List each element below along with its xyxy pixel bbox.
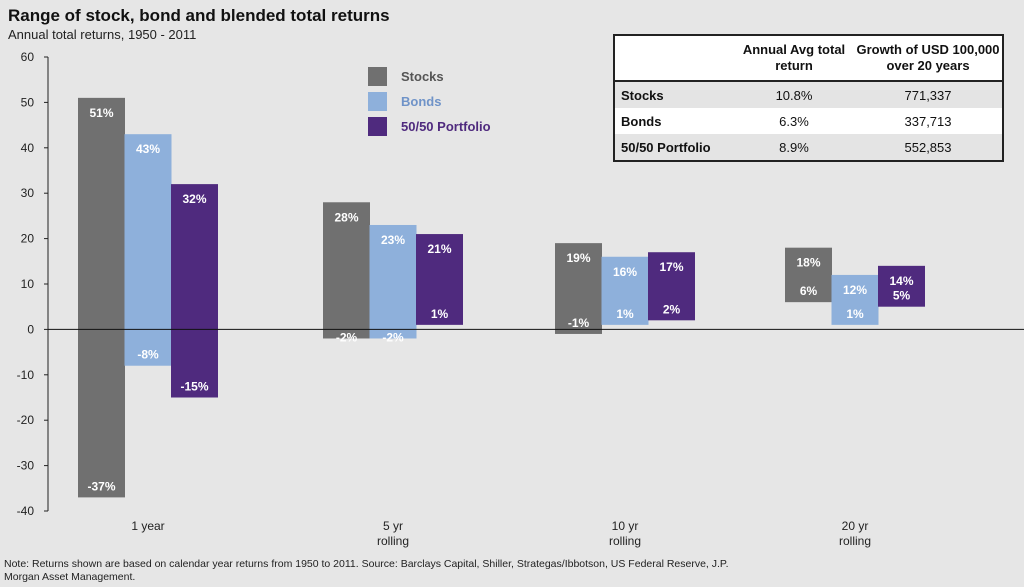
chart-subtitle: Annual total returns, 1950 - 2011 xyxy=(8,27,197,42)
bar-max-label: 12% xyxy=(843,283,867,297)
table-row-name: 50/50 Portfolio xyxy=(614,134,734,161)
bar-min-label: -37% xyxy=(87,479,115,493)
x-category-label: 5 yr xyxy=(383,519,403,533)
y-tick-label: -20 xyxy=(17,413,35,427)
table-cell-growth: 337,713 xyxy=(904,113,952,129)
table-cell-avg: 10.8% xyxy=(734,81,854,108)
bar-portfolio xyxy=(171,184,218,398)
y-tick-label: -30 xyxy=(17,459,35,473)
bar-min-label: -1% xyxy=(568,316,590,330)
bar-labels-group: 51% -37% 28% -2% 19% -1% 18% 6% 43% -8% 23% -2% 16% 1… xyxy=(87,106,913,494)
table-cell-growth: 552,853 xyxy=(854,134,1003,161)
bar-min-label: -15% xyxy=(180,380,208,394)
table-row: Bonds 6.3% 337,713 xyxy=(614,108,1003,134)
x-category-label: rolling xyxy=(839,534,871,548)
bar-min-label: 5% xyxy=(893,289,911,303)
bar-min-label: 1% xyxy=(846,307,864,321)
x-category-label: 10 yr xyxy=(612,519,639,533)
bar-max-label: 17% xyxy=(659,260,683,274)
table-header-row: Annual Avg total return Growth of USD 10… xyxy=(614,35,1003,82)
bar-min-label: -8% xyxy=(137,348,159,362)
table-row-name: Stocks xyxy=(614,81,734,108)
x-category-label: rolling xyxy=(377,534,409,548)
bar-max-label: 23% xyxy=(381,233,405,247)
table-cell-avg: 8.9% xyxy=(734,134,854,161)
table-cell-growth: 771,337 xyxy=(854,81,1003,108)
bar-min-label: 1% xyxy=(431,307,449,321)
y-tick-label: 20 xyxy=(21,232,35,246)
legend-item-portfolio: 50/50 Portfolio xyxy=(368,114,491,138)
bar-max-label: 21% xyxy=(427,242,451,256)
table-cell-avg: 6.3% xyxy=(779,113,809,129)
bar-bonds xyxy=(601,256,649,325)
y-tick-label: 40 xyxy=(21,141,35,155)
bar-min-label: 1% xyxy=(616,307,634,321)
bar-max-label: 16% xyxy=(613,265,637,279)
y-tick-label: -10 xyxy=(17,368,35,382)
x-category-label: 20 yr xyxy=(842,519,869,533)
bar-max-label: 51% xyxy=(89,106,113,120)
bars-group xyxy=(48,97,1024,498)
legend-swatch-portfolio xyxy=(368,116,387,136)
bar-portfolio xyxy=(416,234,463,325)
y-tick-label: 50 xyxy=(21,95,35,109)
bar-max-label: 28% xyxy=(334,210,358,224)
x-category-label: rolling xyxy=(609,534,641,548)
y-tick-label: 10 xyxy=(21,277,35,291)
legend-item-stocks: Stocks xyxy=(368,64,491,88)
y-tick-label: -40 xyxy=(17,504,35,518)
bar-portfolio xyxy=(878,265,925,307)
bar-stocks xyxy=(78,97,125,498)
table-row: 50/50 Portfolio 8.9% 552,853 xyxy=(614,134,1003,161)
bar-portfolio xyxy=(648,252,695,321)
bar-stocks xyxy=(785,247,832,303)
legend-label-portfolio: 50/50 Portfolio xyxy=(401,118,491,134)
legend: Stocks Bonds 50/50 Portfolio xyxy=(368,64,491,139)
table-header-blank xyxy=(614,35,734,82)
y-axis: -40 -30 -20 -10 0 10 20 30 40 50 60 xyxy=(17,50,49,518)
bar-stocks xyxy=(323,202,370,339)
bar-max-label: 18% xyxy=(796,256,820,270)
table-header-annual-avg: Annual Avg total return xyxy=(734,35,854,82)
bar-min-label: 6% xyxy=(800,284,818,298)
table-row: Stocks 10.8% 771,337 xyxy=(614,81,1003,108)
bar-bonds xyxy=(831,274,879,325)
legend-swatch-stocks xyxy=(368,66,387,86)
x-category-label: 1 year xyxy=(131,519,164,533)
footnote: Note: Returns shown are based on calenda… xyxy=(4,558,729,583)
table-header-growth: Growth of USD 100,000 over 20 years xyxy=(854,35,1003,82)
bar-max-label: 32% xyxy=(182,192,206,206)
bar-min-label: -2% xyxy=(336,330,358,344)
table-row-name: Bonds xyxy=(621,113,662,129)
legend-item-bonds: Bonds xyxy=(368,89,491,113)
bar-max-label: 19% xyxy=(566,251,590,265)
bar-bonds xyxy=(124,134,172,366)
y-tick-label: 30 xyxy=(21,186,35,200)
range-bar-chart: -40 -30 -20 -10 0 10 20 30 40 50 60 51% -37% 28% -2% 1… xyxy=(17,50,1024,548)
legend-label-bonds: Bonds xyxy=(401,93,442,109)
bar-min-label: 2% xyxy=(663,302,681,316)
bar-bonds xyxy=(369,224,417,339)
y-tick-label: 0 xyxy=(27,322,34,336)
bar-stocks xyxy=(555,243,602,334)
bar-max-label: 43% xyxy=(136,142,160,156)
chart-title: Range of stock, bond and blended total r… xyxy=(8,6,390,25)
legend-swatch-bonds xyxy=(368,91,387,111)
legend-label-stocks: Stocks xyxy=(401,68,444,84)
bar-max-label: 14% xyxy=(889,274,913,288)
y-tick-label: 60 xyxy=(21,50,35,64)
bar-min-label: -2% xyxy=(382,330,404,344)
summary-table: Annual Avg total return Growth of USD 10… xyxy=(613,34,1004,162)
